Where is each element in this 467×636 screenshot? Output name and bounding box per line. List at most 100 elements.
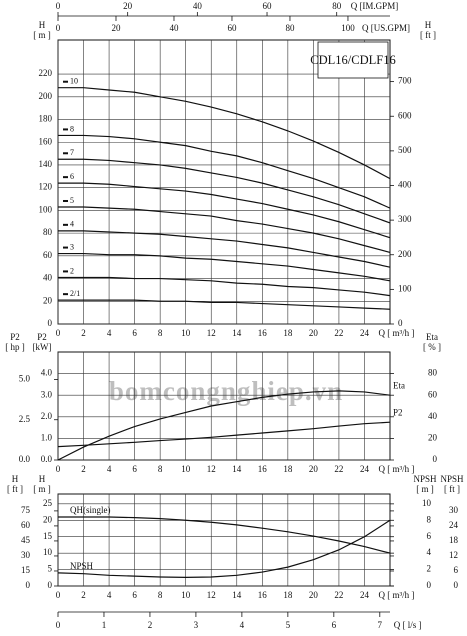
x-tick-label: 6 (132, 464, 137, 474)
x-tick-label: 22 (334, 328, 343, 338)
y-tick-label: 12 (449, 550, 458, 560)
x-tick-label: 0 (56, 328, 61, 338)
y-tick-label: 3.0 (41, 389, 53, 399)
x-tick-label: 80 (332, 1, 342, 11)
x-tick-label: 0 (56, 1, 61, 11)
axis-title: NPSH (440, 474, 464, 484)
x-tick-label: 12 (207, 328, 216, 338)
y-tick-label: 0.0 (41, 454, 53, 464)
stage-marker (63, 270, 68, 273)
x-tick-label: 14 (232, 328, 242, 338)
y-tick-label: 2.0 (41, 411, 53, 421)
x-tick-label: 18 (283, 328, 293, 338)
stage-marker (63, 80, 68, 83)
series-label: QH(single) (70, 505, 111, 515)
curve (57, 519, 391, 578)
axis-unit: [kW] (33, 342, 52, 352)
stage-marker (63, 128, 68, 131)
x-tick-label: 10 (181, 590, 191, 600)
x-tick-label: 1 (102, 620, 107, 630)
y-tick-label: 6 (454, 565, 459, 575)
y-tick-label: 15 (43, 531, 53, 541)
curve (58, 182, 391, 239)
y-tick-label: 400 (398, 180, 412, 190)
stage-marker (63, 176, 68, 179)
y-tick-label: 120 (39, 182, 53, 192)
y-tick-label: 600 (398, 110, 412, 120)
x-tick-label: 16 (258, 328, 268, 338)
stage-marker (63, 223, 68, 226)
y-tick-label: 0 (454, 580, 459, 590)
y-tick-label: 60 (43, 250, 53, 260)
y-tick-label: 80 (43, 227, 53, 237)
y-tick-label: 80 (428, 368, 438, 378)
x-tick-label: 8 (158, 328, 163, 338)
axis-title: NPSH (413, 474, 437, 484)
y-tick-label: 5.0 (19, 374, 31, 384)
axis-unit: [ m ] (33, 30, 51, 40)
y-tick-label: 30 (449, 505, 459, 515)
x-tick-label: 60 (227, 23, 237, 33)
x-tick-label: 20 (123, 1, 133, 11)
x-tick-label: 14 (232, 590, 242, 600)
axis-unit: [ ft ] (444, 484, 460, 494)
x-tick-label: 24 (360, 590, 370, 600)
y-tick-label: 24 (449, 520, 459, 530)
y-tick-label: 18 (449, 535, 459, 545)
stage-marker (63, 199, 68, 202)
axis-title: H (39, 474, 46, 484)
y-tick-label: 180 (39, 114, 53, 124)
curve (58, 158, 391, 224)
series-label: NPSH (70, 561, 94, 571)
x-tick-label: 6 (132, 328, 137, 338)
x-tick-label: 2 (81, 328, 86, 338)
x-tick-label: 80 (285, 23, 295, 33)
curve (58, 134, 391, 209)
y-tick-label: 300 (398, 214, 412, 224)
axis-title: P2 (10, 332, 20, 342)
series-label: 2 (70, 266, 74, 275)
axis-title: H (39, 20, 46, 30)
x-tick-label: 3 (194, 620, 199, 630)
x-tick-label: 2 (81, 464, 86, 474)
stage-marker (63, 246, 68, 249)
chart-title: CDL16/CDLF16 (310, 53, 395, 67)
x-tick-label: 22 (334, 464, 343, 474)
y-tick-label: 2 (427, 564, 432, 574)
axis-title: H (425, 20, 432, 30)
curve (57, 421, 391, 448)
y-tick-label: 0 (433, 454, 438, 464)
series-label: P2 (393, 407, 403, 417)
x-tick-label: 60 (263, 1, 273, 11)
series-label: 10 (70, 77, 78, 86)
series-label: 4 (70, 220, 74, 229)
x-tick-label: 6 (132, 590, 137, 600)
x-tick-label: 2 (81, 590, 86, 600)
curve (58, 230, 391, 268)
y-tick-label: 500 (398, 145, 412, 155)
watermark: bomcongnghiep.vn (109, 376, 343, 406)
curve (58, 276, 391, 297)
x-tick-label: 18 (283, 590, 293, 600)
x-tick-label: 40 (169, 23, 179, 33)
y-tick-label: 8 (427, 514, 432, 524)
x-tick-label: 12 (207, 464, 216, 474)
curve (58, 516, 391, 554)
y-tick-label: 4.0 (41, 368, 53, 378)
series-label: 5 (70, 196, 74, 205)
y-tick-label: 2.5 (19, 414, 31, 424)
x-axis-label: Q [US.GPM] (362, 23, 410, 33)
x-tick-label: 4 (107, 328, 112, 338)
x-tick-label: 18 (283, 464, 293, 474)
y-tick-label: 0 (48, 318, 53, 328)
y-tick-label: 0 (427, 580, 432, 590)
y-tick-label: 0 (48, 580, 53, 590)
axis-unit: [ m ] (416, 484, 434, 494)
y-tick-label: 5 (48, 564, 53, 574)
x-tick-label: 12 (207, 590, 216, 600)
x-axis-label: Q [ m³/h ] (378, 464, 414, 474)
curve (58, 206, 391, 254)
y-tick-label: 220 (39, 68, 53, 78)
x-axis-label: Q [ m³/h ] (378, 590, 414, 600)
